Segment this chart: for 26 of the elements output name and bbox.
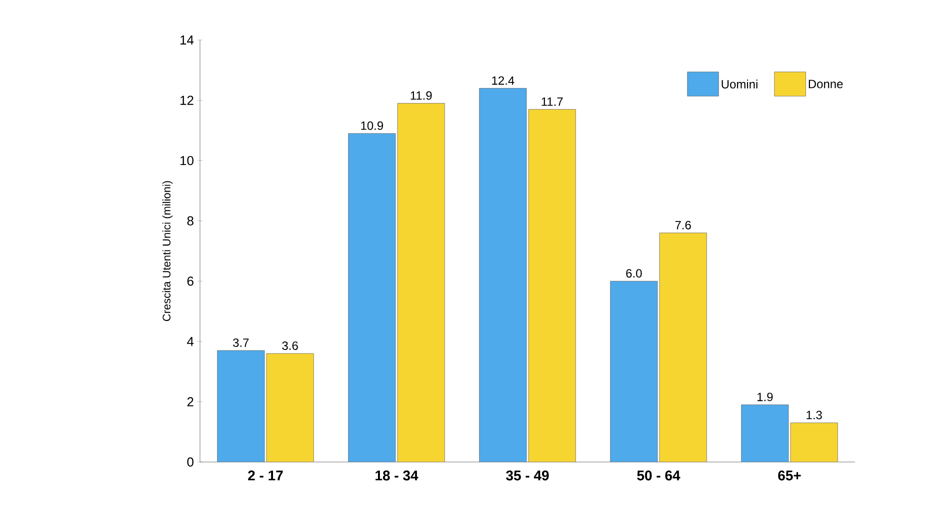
data-label: 7.6 xyxy=(675,220,691,230)
y-tick-label: 8 xyxy=(187,216,194,226)
data-label: 10.9 xyxy=(361,121,384,130)
data-label: 12.4 xyxy=(492,76,514,85)
legend-label: Uomini xyxy=(722,80,758,88)
y-tick-label: 6 xyxy=(187,276,194,286)
x-tick-label: 50 - 64 xyxy=(637,470,680,480)
y-tick-label: 2 xyxy=(187,397,194,406)
y-tick-label: 10 xyxy=(180,156,194,166)
data-label: 11.9 xyxy=(410,91,432,100)
data-label: 6.0 xyxy=(626,269,642,278)
x-tick-label: 65+ xyxy=(778,470,801,480)
x-tick-label: 35 - 49 xyxy=(506,470,549,480)
x-tick-label: 2 - 17 xyxy=(248,470,283,480)
data-label: 3.7 xyxy=(233,338,249,347)
data-label: 1.9 xyxy=(758,392,773,402)
data-label: 11.7 xyxy=(542,98,563,106)
data-label: 3.6 xyxy=(282,341,298,350)
y-axis-title: Crescita Utenti Unici (milioni) xyxy=(162,181,173,322)
data-label: 1.3 xyxy=(806,410,822,420)
legend-label: Donne xyxy=(808,80,843,88)
x-tick-label: 18 - 34 xyxy=(376,470,418,480)
y-tick-label: 0 xyxy=(187,457,194,467)
y-tick-label: 12 xyxy=(180,96,194,105)
y-tick-label: 14 xyxy=(180,36,194,44)
y-tick-label: 4 xyxy=(187,336,194,346)
